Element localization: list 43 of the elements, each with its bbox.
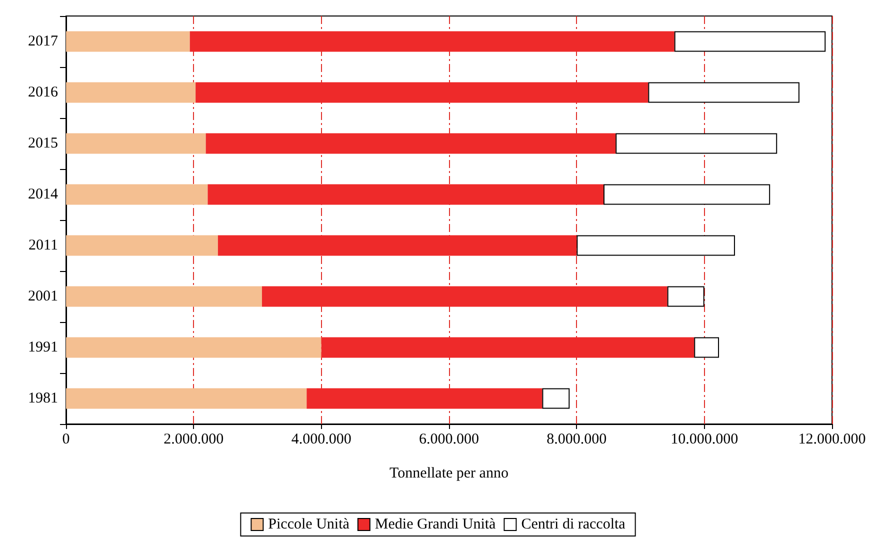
y-tick-label: 2017 — [28, 34, 58, 50]
bar — [694, 337, 720, 358]
x-axis-title: Tonnellate per anno — [390, 466, 508, 482]
y-tick-label: 2014 — [28, 186, 58, 202]
y-tick-label: 2016 — [28, 84, 58, 100]
x-tick-label: 8.000.000 — [546, 432, 607, 448]
bar — [66, 235, 218, 256]
bar — [218, 235, 577, 256]
bar — [66, 133, 206, 154]
bar — [66, 337, 322, 358]
bar — [262, 286, 668, 307]
bar — [66, 286, 262, 307]
bar — [190, 31, 674, 52]
x-tick-label: 10.000.000 — [670, 432, 738, 448]
bar — [542, 388, 570, 409]
x-tick-label: 2.000.000 — [164, 432, 224, 448]
bar — [648, 82, 800, 103]
bar — [66, 184, 208, 205]
bar — [306, 388, 542, 409]
bar — [66, 31, 190, 52]
bar — [196, 82, 648, 103]
bar — [667, 286, 704, 307]
bar — [674, 31, 826, 52]
legend-label: Centri di raccolta — [521, 516, 626, 532]
bar — [603, 184, 770, 205]
bar — [321, 337, 694, 358]
y-tick-label: 1991 — [28, 340, 58, 356]
bar — [66, 388, 307, 409]
y-tick-label: 2015 — [28, 136, 58, 152]
legend-label: Medie Grandi Unità — [374, 516, 496, 532]
bar — [576, 235, 735, 256]
x-tick-label: 4.000.000 — [291, 432, 352, 448]
bar — [206, 133, 616, 154]
x-tick-label: 0 — [62, 432, 70, 448]
bar — [66, 82, 196, 103]
x-tick-label: 6.000.000 — [419, 432, 479, 448]
x-tick-label: 12.000.000 — [798, 432, 866, 448]
y-tick-label: 2011 — [28, 238, 58, 254]
y-tick-label: 2001 — [28, 288, 58, 304]
y-tick-label: 1981 — [28, 390, 58, 406]
bar — [208, 184, 604, 205]
legend-label: Piccole Unità — [268, 516, 350, 532]
bar — [616, 133, 778, 154]
